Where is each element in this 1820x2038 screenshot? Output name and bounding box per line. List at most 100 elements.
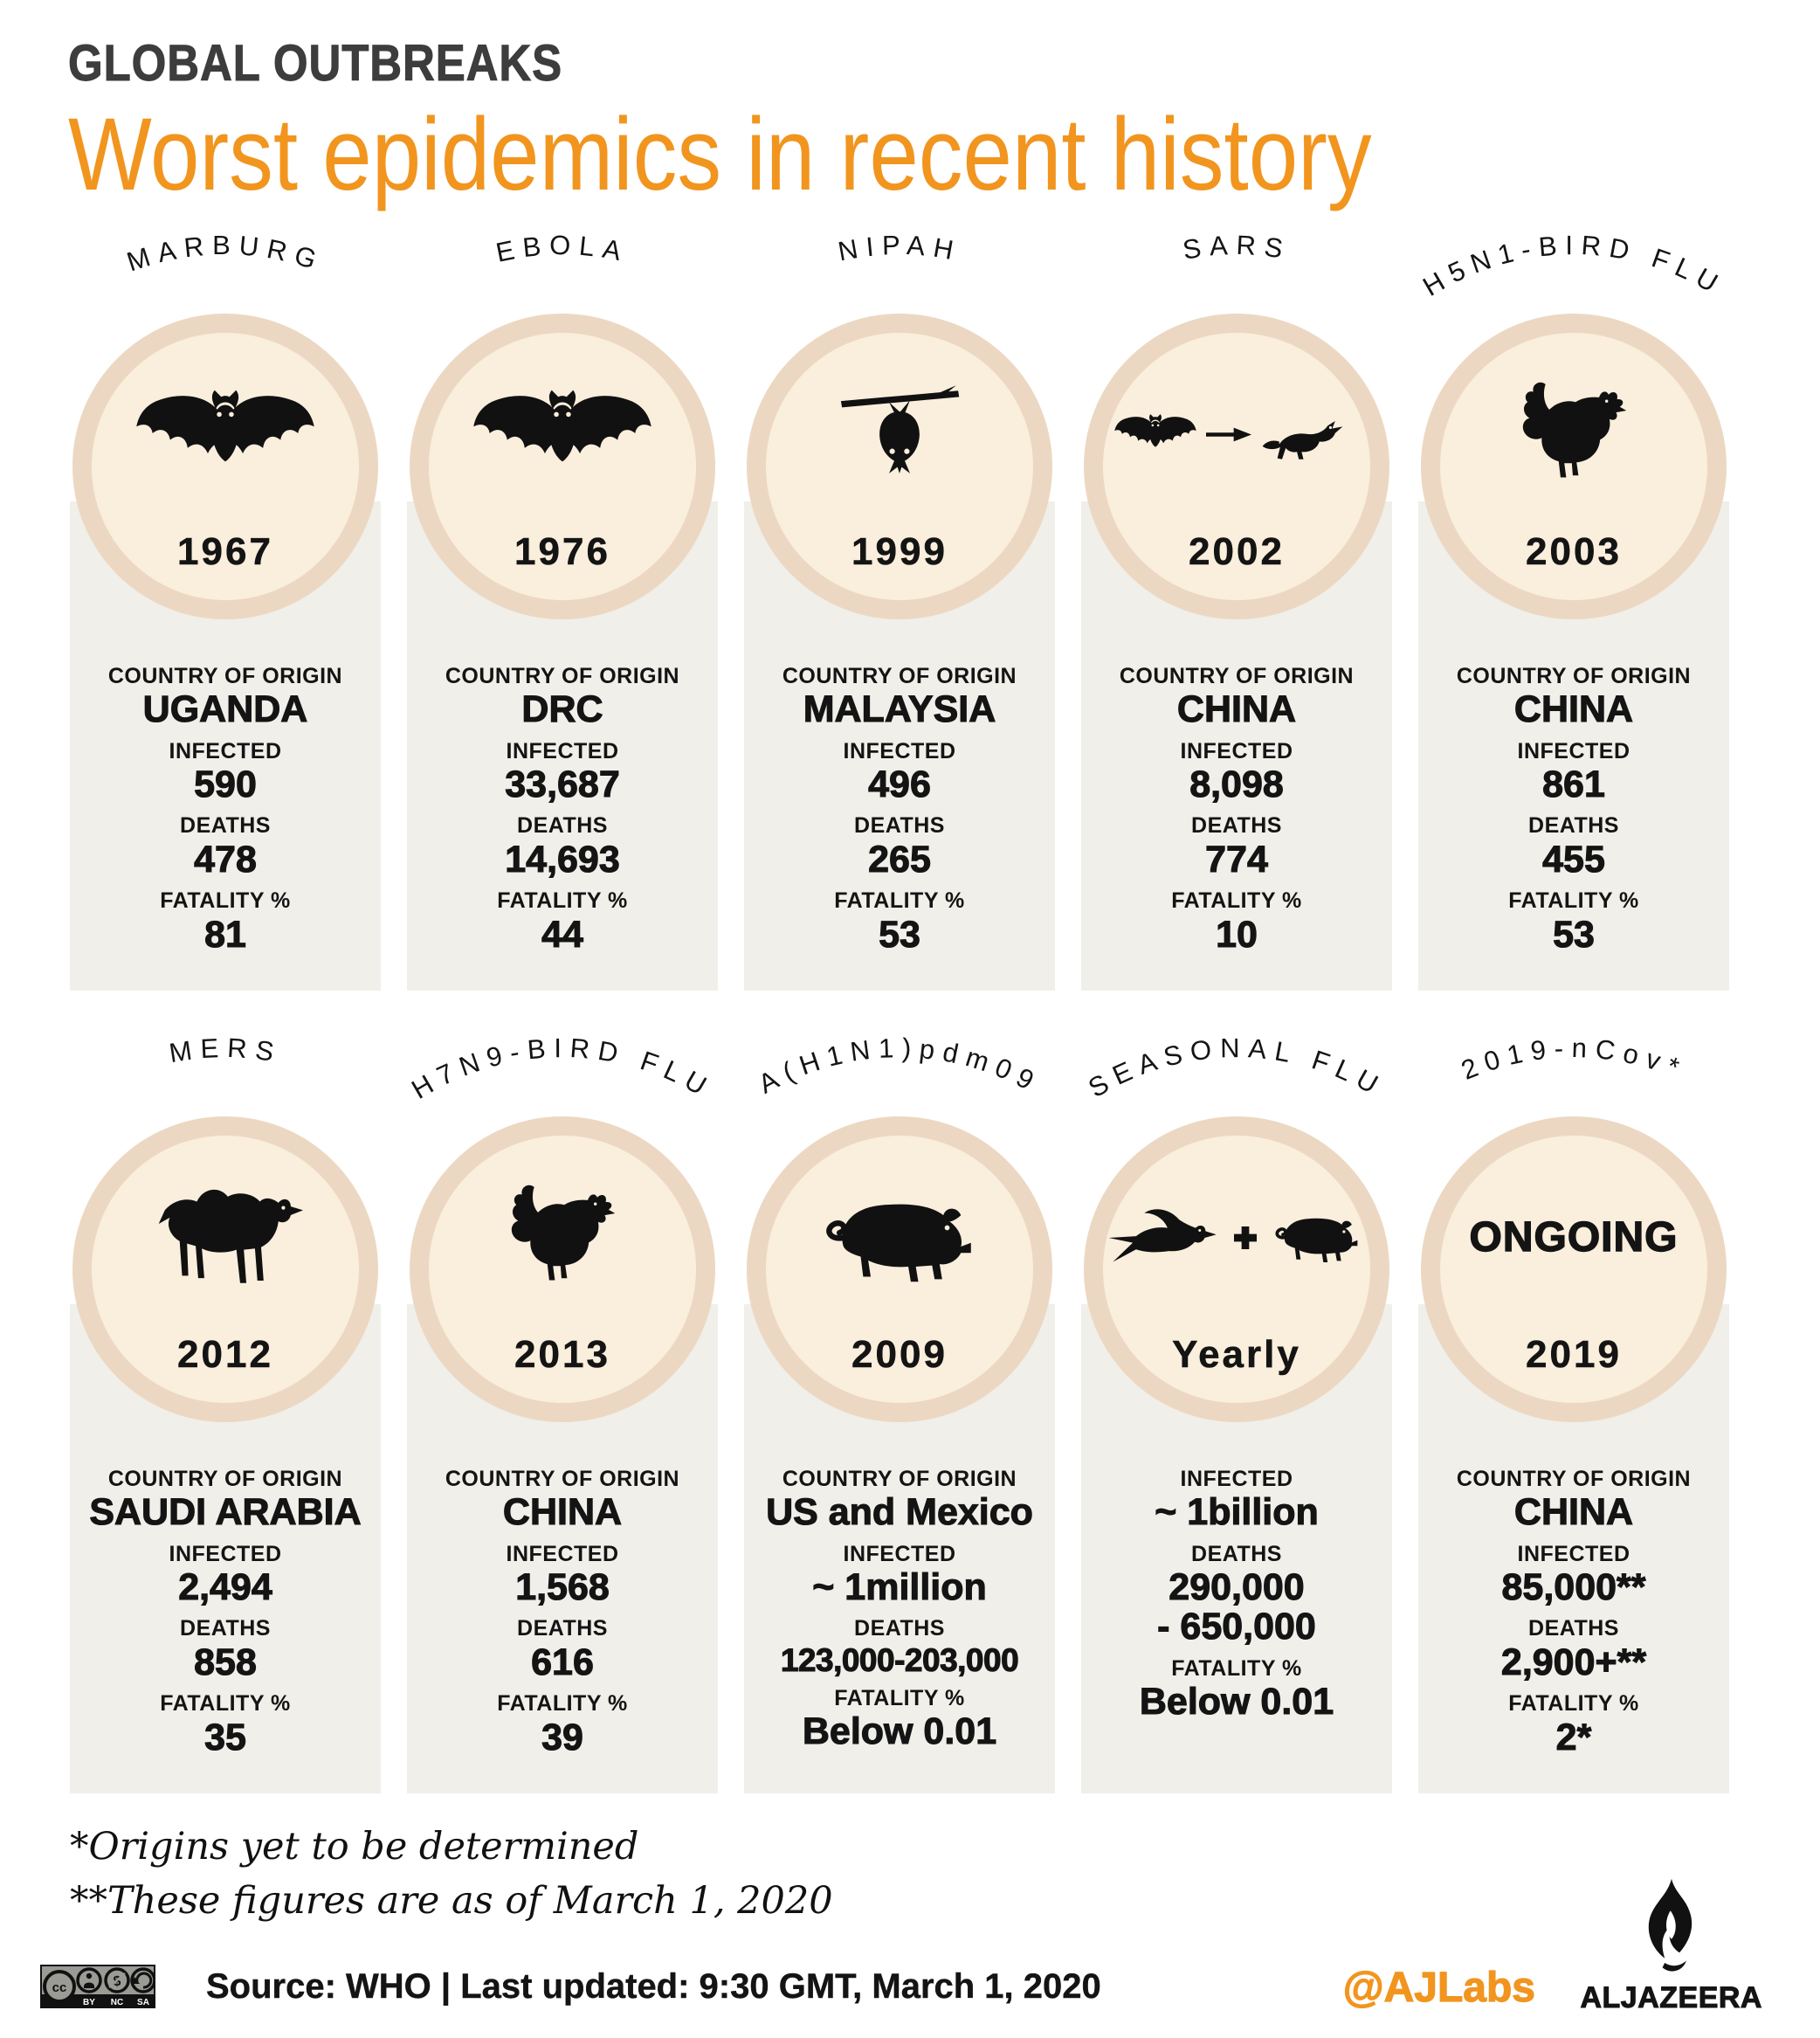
outbreak-year: 1976 bbox=[514, 529, 610, 574]
origin-label: COUNTRY OF ORIGIN bbox=[782, 1466, 1017, 1491]
deaths-value: 265 bbox=[868, 838, 932, 881]
origin-value: CHINA bbox=[1513, 688, 1634, 731]
camel-icon bbox=[92, 1157, 359, 1319]
svg-text:cc: cc bbox=[52, 1980, 67, 1995]
svg-text:MARBURG: MARBURG bbox=[123, 230, 327, 277]
card-title-arc: MERS bbox=[167, 1033, 276, 1068]
infected-value: 496 bbox=[868, 763, 932, 805]
fatality-label: FATALITY % bbox=[1508, 888, 1639, 914]
outbreak-year: 2013 bbox=[514, 1332, 610, 1377]
fatality-value: 81 bbox=[204, 913, 247, 956]
deaths-label: DEATHS bbox=[854, 813, 945, 839]
deaths-value: 774 bbox=[1205, 838, 1269, 881]
card-title-arc: A(H1N1)pdm09 bbox=[754, 1033, 1038, 1100]
fatality-value: Below 0.01 bbox=[1139, 1681, 1334, 1724]
footnote-origins: *Origins yet to be determined bbox=[70, 1824, 639, 1869]
deaths-value: 616 bbox=[531, 1641, 595, 1683]
pig-icon bbox=[766, 1157, 1033, 1319]
origin-label: COUNTRY OF ORIGIN bbox=[1119, 663, 1355, 688]
deaths-pair: DEATHS 455 bbox=[1425, 812, 1722, 880]
cc-license-badge: cc $ BY NC SA bbox=[40, 1965, 155, 2008]
origin-pair: COUNTRY OF ORIGIN UGANDA bbox=[77, 663, 374, 730]
deaths-value: 290,000 - 650,000 bbox=[1157, 1565, 1317, 1648]
outbreak-year: 2003 bbox=[1526, 529, 1622, 574]
aljazeera-wordmark: ALJAZEERA bbox=[1580, 1981, 1762, 2015]
epidemic-card-h1n1: A(H1N1)pdm09 2009 COUNTRY OF ORIGIN US a… bbox=[744, 1033, 1055, 1793]
origin-pair: COUNTRY OF ORIGIN CHINA bbox=[414, 1466, 711, 1533]
page-header: GLOBAL OUTBREAKS Worst epidemics in rece… bbox=[0, 0, 1820, 216]
svg-text:A(H1N1)pdm09: A(H1N1)pdm09 bbox=[754, 1033, 1046, 1100]
infected-value: 85,000** bbox=[1501, 1565, 1646, 1608]
aljazeera-logo-icon bbox=[1637, 1876, 1706, 1981]
deaths-label: DEATHS bbox=[517, 1616, 608, 1641]
bat-to-civet-icon bbox=[1103, 354, 1370, 516]
deaths-pair: DEATHS 2,900+** bbox=[1425, 1615, 1722, 1682]
infected-pair: INFECTED 85,000** bbox=[1425, 1541, 1722, 1608]
deaths-value: 858 bbox=[194, 1641, 258, 1683]
fatality-pair: FATALITY % 44 bbox=[414, 888, 711, 955]
deaths-value: 2,900+** bbox=[1500, 1641, 1647, 1683]
fatality-label: FATALITY % bbox=[497, 888, 628, 914]
infected-label: INFECTED bbox=[1517, 1541, 1630, 1566]
fatality-value: 53 bbox=[879, 913, 921, 956]
fatality-label: FATALITY % bbox=[1171, 888, 1302, 914]
deaths-pair: DEATHS 858 bbox=[77, 1615, 374, 1682]
infected-label: INFECTED bbox=[1517, 738, 1630, 763]
infected-pair: INFECTED 33,687 bbox=[414, 738, 711, 805]
infected-value: 1,568 bbox=[515, 1565, 610, 1608]
fatality-pair: FATALITY % 53 bbox=[1425, 888, 1722, 955]
deaths-value: 14,693 bbox=[505, 838, 621, 881]
svg-text:SEASONAL FLU: SEASONAL FLU bbox=[1083, 1033, 1389, 1103]
fatality-value: 53 bbox=[1553, 913, 1596, 956]
infected-label: INFECTED bbox=[169, 738, 282, 763]
card-title-arc: NIPAH bbox=[836, 230, 955, 267]
origin-label: COUNTRY OF ORIGIN bbox=[107, 663, 343, 688]
origin-value: DRC bbox=[521, 688, 603, 731]
bat-icon bbox=[429, 354, 696, 516]
svg-text:NC: NC bbox=[111, 1998, 123, 2007]
origin-pair: COUNTRY OF ORIGIN CHINA bbox=[1425, 1466, 1722, 1533]
origin-label: COUNTRY OF ORIGIN bbox=[1456, 663, 1692, 688]
outbreak-year: Yearly bbox=[1172, 1332, 1301, 1377]
outbreak-year: 2012 bbox=[177, 1332, 273, 1377]
card-title-arc: H5N1-BIRD FLU bbox=[1417, 230, 1721, 302]
svg-text:MERS: MERS bbox=[167, 1033, 284, 1068]
infected-pair: INFECTED 590 bbox=[77, 738, 374, 805]
infected-label: INFECTED bbox=[169, 1541, 282, 1566]
year-circle: 1967 bbox=[72, 313, 378, 619]
svg-text:H5N1-BIRD FLU: H5N1-BIRD FLU bbox=[1417, 230, 1729, 302]
deaths-pair: DEATHS 265 bbox=[751, 812, 1048, 880]
fatality-label: FATALITY % bbox=[1171, 1656, 1302, 1682]
infected-pair: INFECTED 861 bbox=[1425, 738, 1722, 805]
footnote-figures: **These figures are as of March 1, 2020 bbox=[70, 1879, 833, 1924]
origin-value: MALAYSIA bbox=[803, 688, 996, 731]
svg-text:2019-nCov*: 2019-nCov* bbox=[1457, 1033, 1691, 1086]
fatality-value: 10 bbox=[1216, 913, 1258, 956]
svg-text:NIPAH: NIPAH bbox=[836, 230, 963, 267]
outbreak-year: 1967 bbox=[177, 529, 273, 574]
infected-label: INFECTED bbox=[1180, 738, 1293, 763]
outbreak-year: 2009 bbox=[851, 1332, 948, 1377]
card-stats: COUNTRY OF ORIGIN CHINA INFECTED 85,000*… bbox=[1418, 1303, 1729, 1793]
infected-value: 2,494 bbox=[178, 1565, 273, 1608]
origin-label: COUNTRY OF ORIGIN bbox=[782, 663, 1017, 688]
hanging-bat-icon bbox=[766, 354, 1033, 516]
card-stats: COUNTRY OF ORIGIN US and Mexico INFECTED… bbox=[744, 1303, 1055, 1793]
origin-value: CHINA bbox=[502, 1491, 623, 1534]
deaths-label: DEATHS bbox=[180, 813, 271, 839]
outbreak-year: 2019 bbox=[1526, 1332, 1622, 1377]
infected-pair: INFECTED 496 bbox=[751, 738, 1048, 805]
infected-value: 590 bbox=[194, 763, 258, 805]
origin-label: COUNTRY OF ORIGIN bbox=[1456, 1466, 1692, 1491]
deaths-label: DEATHS bbox=[517, 813, 608, 839]
card-row-1: MARBURG 1967 COUNTRY OF ORIGIN UGANDA IN… bbox=[70, 230, 1820, 991]
origin-label: COUNTRY OF ORIGIN bbox=[445, 1466, 680, 1491]
ongoing-text: ONGOING bbox=[1469, 1214, 1679, 1261]
deaths-value: 478 bbox=[194, 838, 258, 881]
epidemic-card-ebola: EBOLA 1976 COUNTRY OF ORIGIN DRC INFECTE… bbox=[407, 230, 718, 991]
fatality-value: 35 bbox=[204, 1716, 247, 1758]
fatality-pair: FATALITY % 53 bbox=[751, 888, 1048, 955]
year-circle: 2013 bbox=[410, 1116, 715, 1422]
year-circle: 2009 bbox=[747, 1116, 1052, 1422]
fatality-pair: FATALITY % 35 bbox=[77, 1690, 374, 1758]
